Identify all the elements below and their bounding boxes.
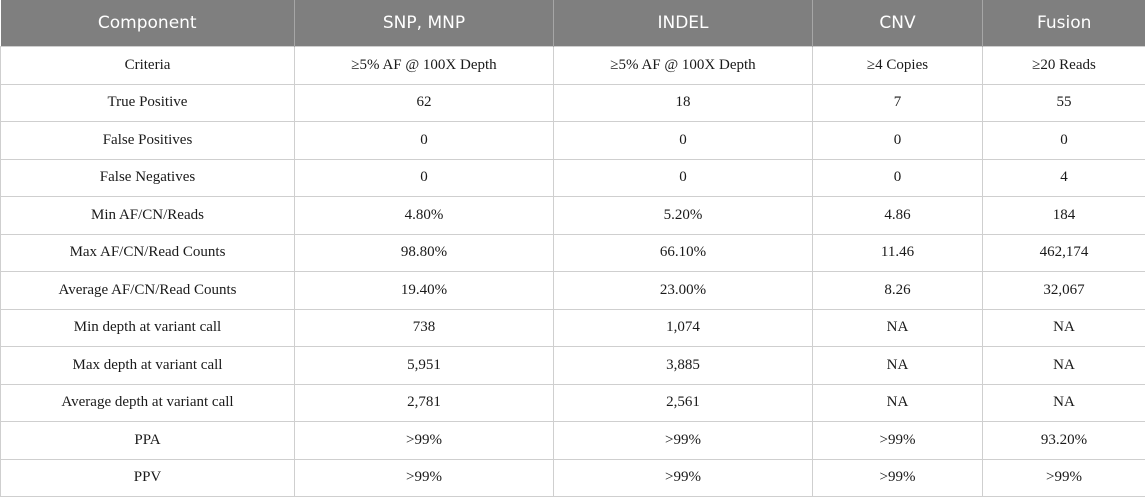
- table-cell: ≥20 Reads: [983, 47, 1145, 85]
- table-cell: NA: [813, 347, 983, 385]
- table-cell: 4: [983, 159, 1145, 197]
- table-cell: 0: [813, 122, 983, 160]
- table-cell: 66.10%: [554, 234, 813, 272]
- header-fusion: Fusion: [983, 0, 1145, 47]
- table-cell: ≥4 Copies: [813, 47, 983, 85]
- table-cell: NA: [813, 309, 983, 347]
- table-cell: 0: [554, 122, 813, 160]
- table-cell: 4.86: [813, 197, 983, 235]
- table-cell: 738: [295, 309, 554, 347]
- header-cnv: CNV: [813, 0, 983, 47]
- table-cell: 11.46: [813, 234, 983, 272]
- table-cell: >99%: [813, 459, 983, 497]
- table-row: PPA>99%>99%>99%93.20%: [1, 422, 1145, 460]
- table-cell: 19.40%: [295, 272, 554, 310]
- table-cell: 7: [813, 84, 983, 122]
- table-cell: >99%: [554, 459, 813, 497]
- header-row: Component SNP, MNP INDEL CNV Fusion: [1, 0, 1145, 47]
- row-label-cell: PPV: [1, 459, 295, 497]
- table-cell: 462,174: [983, 234, 1145, 272]
- row-label-cell: Average AF/CN/Read Counts: [1, 272, 295, 310]
- table-cell: 23.00%: [554, 272, 813, 310]
- row-label-cell: Max AF/CN/Read Counts: [1, 234, 295, 272]
- table-cell: 62: [295, 84, 554, 122]
- table-cell: 0: [295, 159, 554, 197]
- table-cell: 5.20%: [554, 197, 813, 235]
- row-label-cell: Criteria: [1, 47, 295, 85]
- table-cell: 5,951: [295, 347, 554, 385]
- table-cell: 0: [295, 122, 554, 160]
- table-cell: 93.20%: [983, 422, 1145, 460]
- row-label-cell: Average depth at variant call: [1, 384, 295, 422]
- header-component: Component: [1, 0, 295, 47]
- table-cell: 1,074: [554, 309, 813, 347]
- table-cell: 8.26: [813, 272, 983, 310]
- table-cell: 4.80%: [295, 197, 554, 235]
- row-label-cell: False Negatives: [1, 159, 295, 197]
- table-cell: 0: [813, 159, 983, 197]
- table-cell: NA: [983, 347, 1145, 385]
- row-label-cell: Min AF/CN/Reads: [1, 197, 295, 235]
- table-cell: 184: [983, 197, 1145, 235]
- header-indel: INDEL: [554, 0, 813, 47]
- table-cell: ≥5% AF @ 100X Depth: [554, 47, 813, 85]
- table-cell: 2,561: [554, 384, 813, 422]
- table-cell: 18: [554, 84, 813, 122]
- table-cell: NA: [813, 384, 983, 422]
- table-cell: 55: [983, 84, 1145, 122]
- table-cell: NA: [983, 384, 1145, 422]
- table-cell: >99%: [813, 422, 983, 460]
- table-cell: >99%: [295, 459, 554, 497]
- table-cell: 0: [554, 159, 813, 197]
- table-row: PPV>99%>99%>99%>99%: [1, 459, 1145, 497]
- row-label-cell: False Positives: [1, 122, 295, 160]
- table-cell: >99%: [295, 422, 554, 460]
- table-cell: >99%: [983, 459, 1145, 497]
- table-cell: 0: [983, 122, 1145, 160]
- table-cell: 3,885: [554, 347, 813, 385]
- table-row: Criteria≥5% AF @ 100X Depth≥5% AF @ 100X…: [1, 47, 1145, 85]
- table-cell: >99%: [554, 422, 813, 460]
- row-label-cell: PPA: [1, 422, 295, 460]
- header-snp-mnp: SNP, MNP: [295, 0, 554, 47]
- row-label-cell: True Positive: [1, 84, 295, 122]
- table-cell: 32,067: [983, 272, 1145, 310]
- table-cell: NA: [983, 309, 1145, 347]
- table-cell: ≥5% AF @ 100X Depth: [295, 47, 554, 85]
- table-cell: 98.80%: [295, 234, 554, 272]
- table-cell: 2,781: [295, 384, 554, 422]
- row-label-cell: Min depth at variant call: [1, 309, 295, 347]
- row-label-cell: Max depth at variant call: [1, 347, 295, 385]
